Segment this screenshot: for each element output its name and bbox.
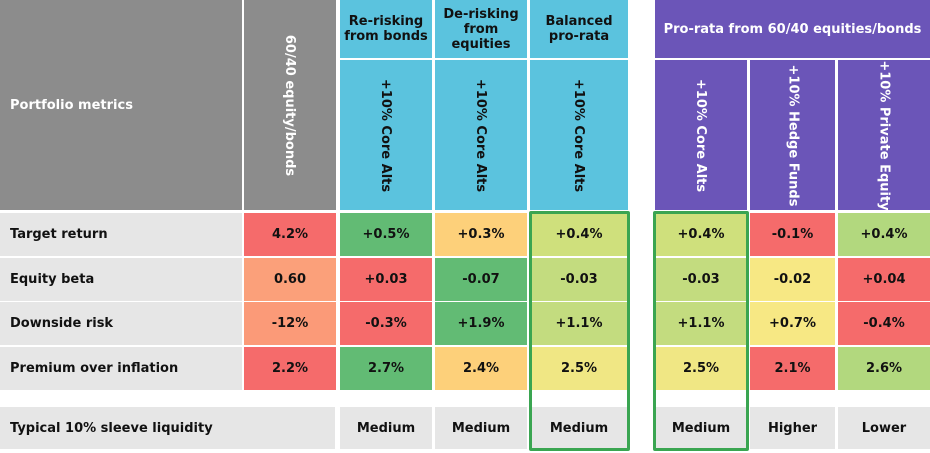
metric-cell: 0.60	[244, 258, 336, 301]
highlight-balanced-column	[529, 211, 630, 451]
metric-cell: -0.02	[750, 258, 835, 301]
metric-cell: 2.6%	[838, 347, 930, 390]
column-header-2: +10% Core Alts	[435, 60, 527, 210]
metric-cell: +1.1%	[530, 302, 628, 345]
row-label: Downside risk	[0, 302, 242, 345]
metric-cell: -0.03	[655, 258, 747, 301]
metric-cell: 2.1%	[750, 347, 835, 390]
group-header-re-risking: Re-risking from bonds	[340, 0, 432, 58]
liquidity-value-3: Medium	[530, 407, 628, 449]
metric-cell: +0.3%	[435, 213, 527, 256]
metric-cell: 4.2%	[244, 213, 336, 256]
metric-cell: -0.4%	[838, 302, 930, 345]
portfolio-metrics-label: Portfolio metrics	[10, 97, 133, 113]
column-header-5: +10% Hedge Funds	[750, 60, 835, 210]
liquidity-value-4: Medium	[655, 407, 747, 449]
group-header-balanced: Balanced pro-rata	[530, 0, 628, 58]
baseline-column-header: 60/40 equity/bonds	[244, 0, 336, 210]
metric-cell: 2.5%	[530, 347, 628, 390]
metric-cell: +0.5%	[340, 213, 432, 256]
liquidity-value-2: Medium	[435, 407, 527, 449]
column-header-6: +10% Private Equity	[838, 60, 930, 210]
column-header-3: +10% Core Alts	[530, 60, 628, 210]
group-header-pro-rata: Pro-rata from 60/40 equities/bonds	[655, 0, 930, 58]
liquidity-value-1: Medium	[340, 407, 432, 449]
metric-cell: +0.4%	[838, 213, 930, 256]
metric-cell: +1.9%	[435, 302, 527, 345]
metric-cell: 2.5%	[655, 347, 747, 390]
row-label: Target return	[0, 213, 242, 256]
column-header-1: +10% Core Alts	[340, 60, 432, 210]
metric-cell: 2.4%	[435, 347, 527, 390]
liquidity-value-5: Higher	[750, 407, 835, 449]
metric-cell: 2.7%	[340, 347, 432, 390]
row-label: Premium over inflation	[0, 347, 242, 390]
metric-cell: +1.1%	[655, 302, 747, 345]
metric-cell: +0.03	[340, 258, 432, 301]
highlight-pro-rata-core-column	[653, 211, 749, 451]
metric-cell: 2.2%	[244, 347, 336, 390]
metric-cell: +0.4%	[530, 213, 628, 256]
metric-cell: -0.07	[435, 258, 527, 301]
baseline-label: 60/40 equity/bonds	[282, 34, 298, 176]
portfolio-metrics-header: Portfolio metrics	[0, 0, 242, 210]
liquidity-row-label: Typical 10% sleeve liquidity	[0, 407, 335, 449]
metric-cell: +0.7%	[750, 302, 835, 345]
metric-cell: -0.03	[530, 258, 628, 301]
group-header-de-risking: De-risking from equities	[435, 0, 527, 58]
liquidity-value-6: Lower	[838, 407, 930, 449]
row-label: Equity beta	[0, 258, 242, 301]
metric-cell: -0.3%	[340, 302, 432, 345]
column-header-4: +10% Core Alts	[655, 60, 747, 210]
metric-cell: -12%	[244, 302, 336, 345]
metric-cell: -0.1%	[750, 213, 835, 256]
metric-cell: +0.04	[838, 258, 930, 301]
metric-cell: +0.4%	[655, 213, 747, 256]
